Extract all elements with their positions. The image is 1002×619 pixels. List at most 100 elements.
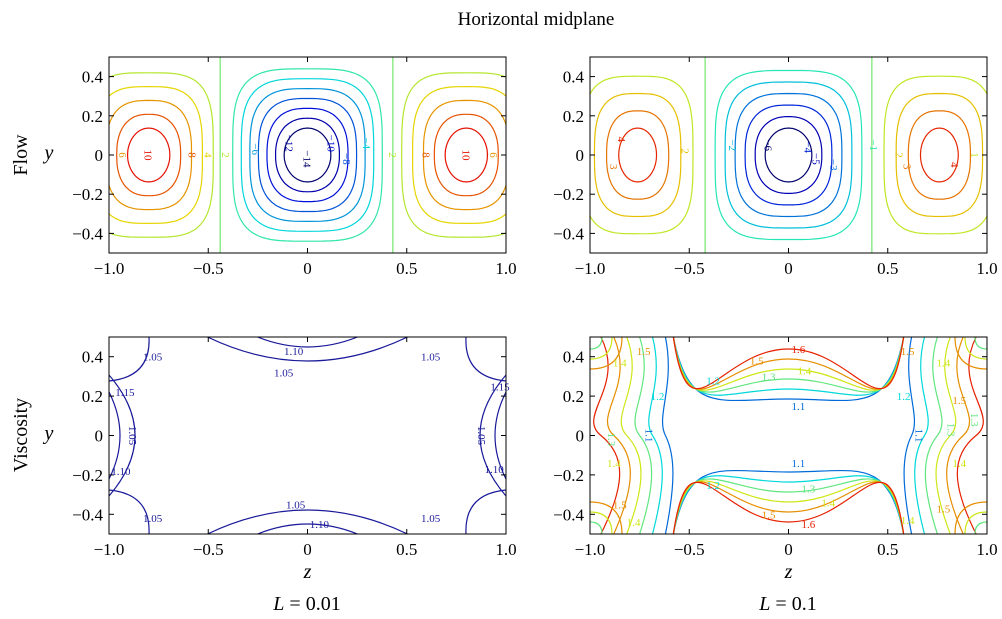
contour-line [207,337,408,362]
contour-line [634,337,653,534]
column-caption-left: L = 0.01 [272,593,340,615]
y-tick-label: 0.4 [82,68,104,87]
contour-line [109,391,121,480]
contour-label: 1.2 [897,391,911,403]
y-tick-label: 0.2 [82,387,103,406]
contour-label: 1.10 [111,466,131,478]
contour-label: 1.4 [936,358,950,370]
contour-line [954,337,987,370]
contour-line [714,69,863,241]
contour-label: 1.3 [762,371,776,383]
y-tick-label: 0.2 [563,107,584,126]
contour-line [672,481,905,534]
contour-label: 3 [607,164,619,170]
contour-label: 2 [893,152,905,158]
contour-label: −12 [283,135,295,152]
contour-label: 2 [219,152,231,158]
y-tick-label: 0 [576,146,585,165]
y-tick-label: −0.4 [72,224,103,243]
contour-line [116,113,182,197]
contour-label: 1.10 [484,464,504,476]
contour-label: 1.2 [706,480,720,492]
x-tick-label: 1.0 [976,540,997,559]
contour-label: −6 [762,139,774,151]
contour-label: 10 [459,150,471,162]
contour-lines [109,337,506,534]
contour-line [764,127,813,183]
contour-label: 1.3 [605,433,617,447]
contour-label: 1.15 [115,387,135,399]
contour-label: 4 [201,152,213,158]
contour-line [618,127,658,183]
contour-label: 1.3 [944,423,956,437]
contour-label: 1.5 [901,346,915,358]
contour-line [590,337,623,370]
contour-label: 4 [615,137,627,143]
contour-line [946,337,970,534]
contour-label: 1.1 [792,458,806,470]
contour-label: −6 [249,143,261,155]
contour-label: 1.2 [706,375,720,387]
plot-frame [589,56,988,254]
contour-label: −8 [340,153,352,165]
contour-line [593,92,682,218]
contour-line [444,127,488,183]
contour-line [914,337,929,534]
contour-label: 2 [678,148,690,154]
x-tick-label: 1.0 [976,259,997,278]
y-tick-label: 0 [576,427,585,446]
x-tick-label: 0 [784,540,793,559]
contour-label: 1.5 [936,503,950,515]
panel-flow-l001: −1.0 −0.5 0 0.5 1.00.40.20−0.2−0.4y 10 86 4 2 −14… [43,56,517,278]
contour-line [127,127,171,183]
x-tick-label: 0.5 [396,540,417,559]
contour-label: 1.4 [613,358,627,370]
contour-label: 1.3 [968,413,980,427]
contour-line [935,337,957,534]
contour-label: 1.5 [952,395,966,407]
contour-line [283,127,332,183]
contour-label: −5 [809,153,821,165]
contour-line [109,99,193,211]
y-tick-label: 0 [95,146,104,165]
contour-label: 1.1 [643,429,655,443]
contour-label: 1.05 [143,352,163,364]
contour-label: 2 [386,152,398,158]
x-axis-label: z [303,561,312,583]
contour-label: 3 [901,164,913,170]
contour-label: 1.5 [750,356,764,368]
y-tick-label: −0.4 [553,224,584,243]
contour-label: 1.4 [627,517,641,529]
contour-label: 1 [968,152,980,158]
contour-lines [590,337,987,534]
contour-line [275,117,340,193]
contour-label: 1.05 [475,426,487,446]
y-tick-label: 0.4 [563,68,585,87]
contour-label: 6 [116,152,128,158]
contour-label: 6 [487,152,499,158]
contour-label: 1.05 [143,513,163,525]
contour-line [907,110,971,200]
y-tick-label: −0.2 [72,185,103,204]
contour-line [590,337,603,350]
contour-lines [109,57,506,253]
contour-line [479,374,506,497]
contour-label: −4 [360,137,372,149]
contour-label: 1.2 [651,391,665,403]
column-caption-right: L = 0.1 [758,593,816,615]
contour-label: 1.5 [613,499,627,511]
contour-line [661,337,674,534]
contour-line [606,110,670,200]
contour-line [257,523,358,534]
contour-label: 8 [185,152,197,158]
x-tick-label: 0 [303,540,312,559]
contour-line [494,391,506,480]
contour-label: 10 [142,150,154,162]
contour-label: 1.4 [607,458,621,470]
contour-line [919,127,959,183]
x-tick-label: 1.0 [495,259,516,278]
contour-label: 1.10 [284,346,304,358]
y-tick-label: −0.2 [72,466,103,485]
contour-label: −10 [324,135,336,153]
contour-label: 1.10 [310,519,330,531]
